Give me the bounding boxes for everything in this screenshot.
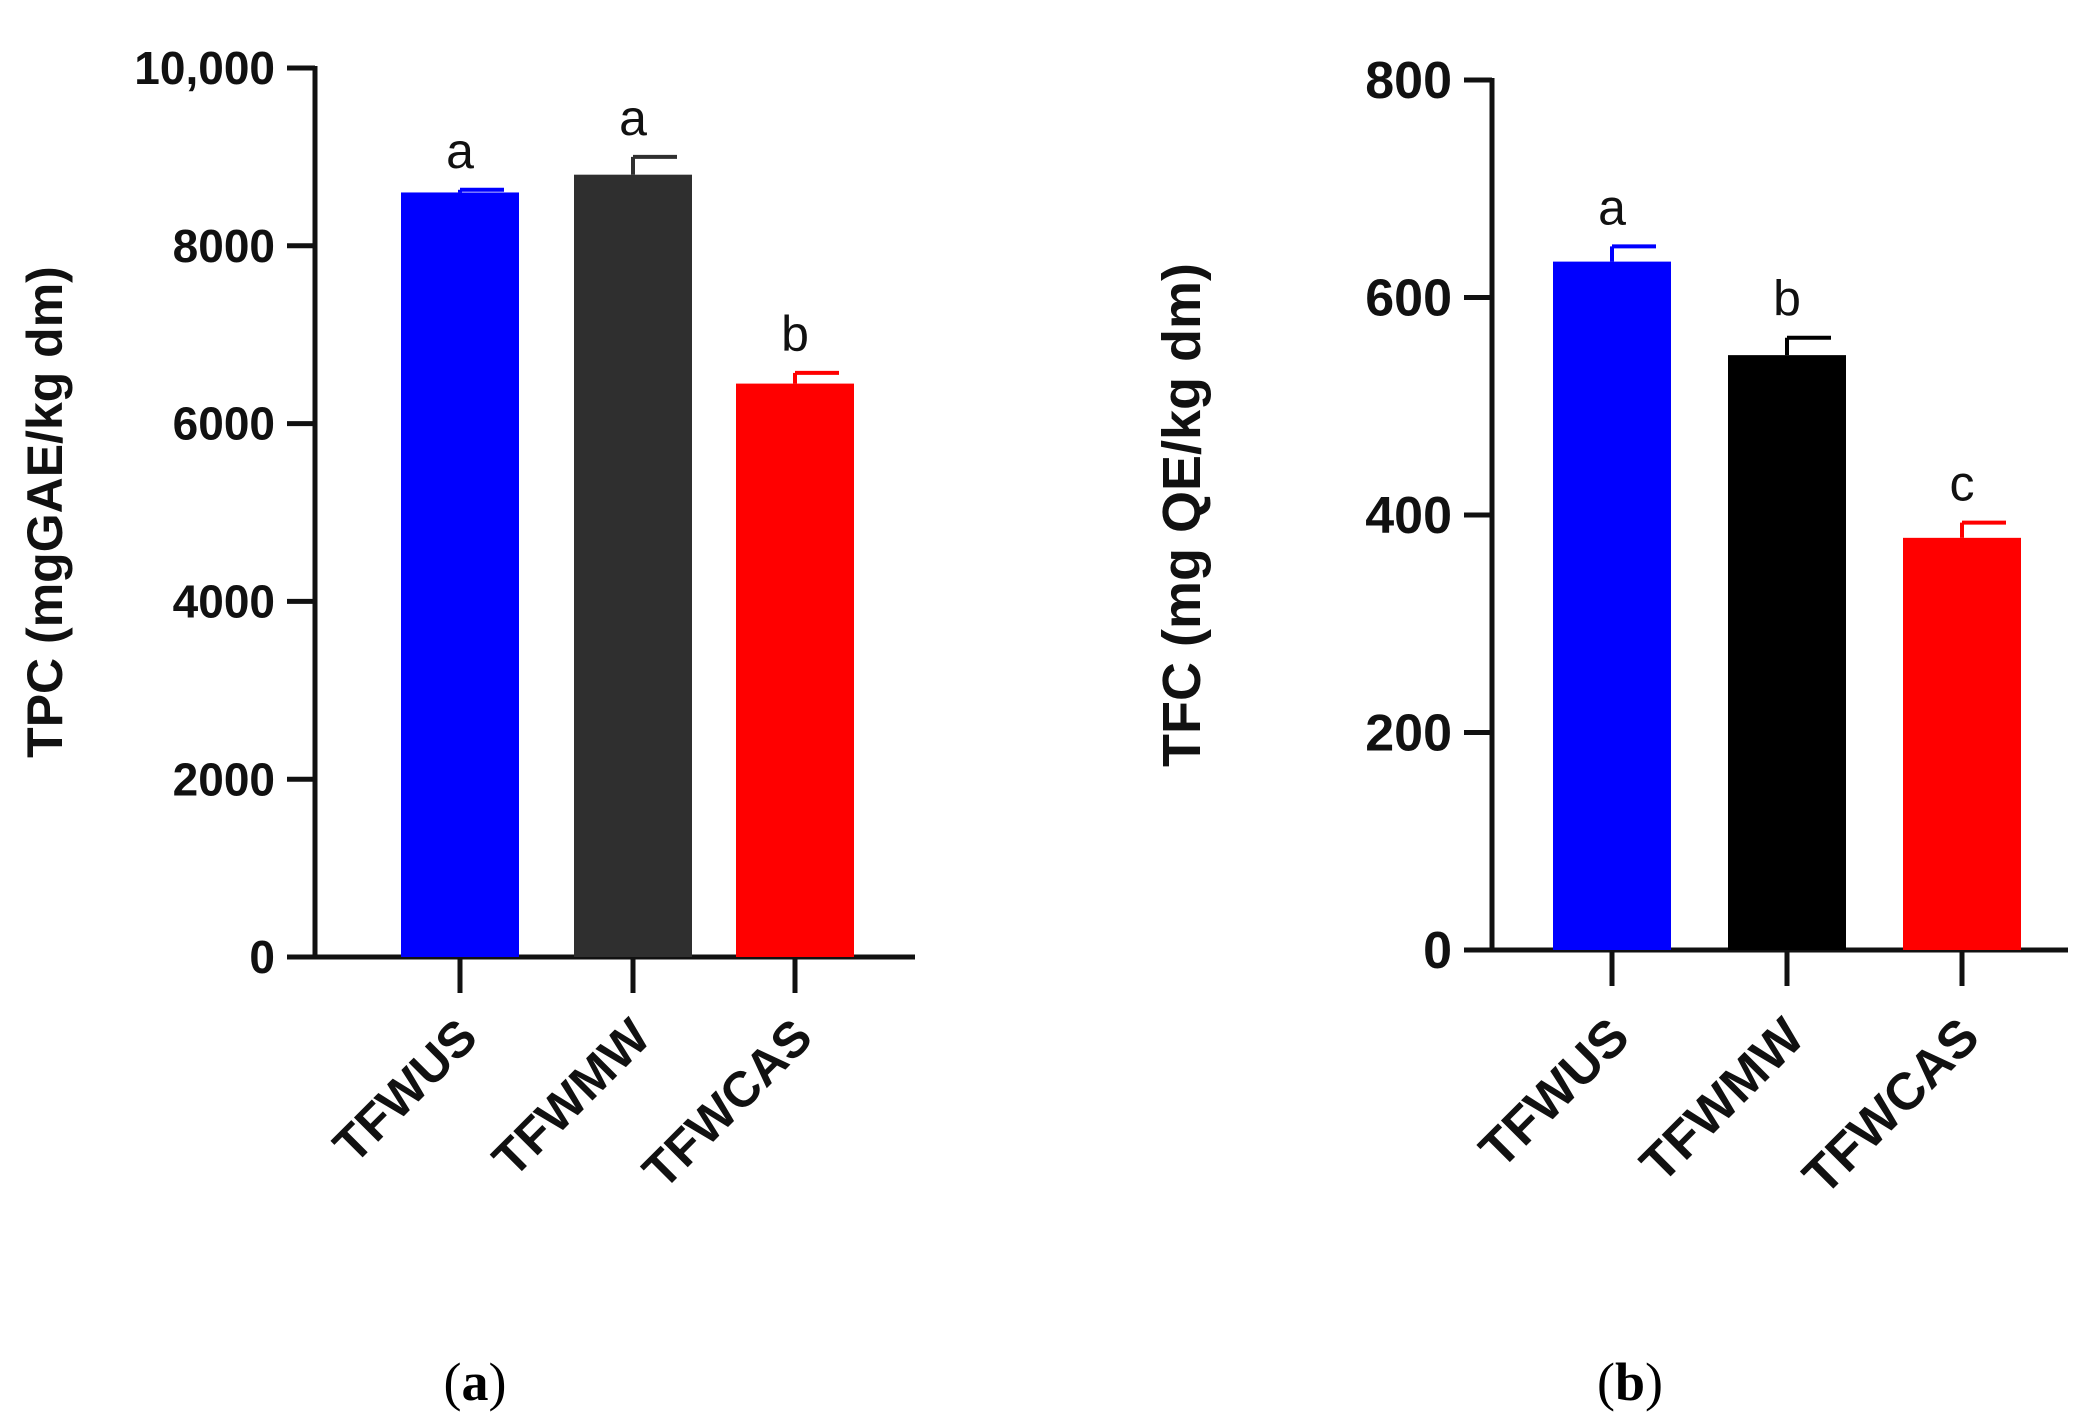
x-category-label: TFWUS — [1469, 1007, 1641, 1179]
y-tick-label: 4000 — [173, 576, 275, 628]
panel-caption-letter: b — [1615, 1352, 1645, 1412]
y-tick-label: 200 — [1365, 705, 1452, 763]
significance-label: a — [619, 90, 647, 146]
significance-label: a — [446, 123, 474, 179]
bar-tfwus — [401, 192, 519, 957]
y-tick-label: 600 — [1365, 270, 1452, 328]
significance-label: b — [781, 306, 809, 362]
panel-caption-close: ) — [1645, 1352, 1663, 1412]
y-tick-label: 400 — [1365, 487, 1452, 545]
x-category-label: TFWUS — [323, 1008, 488, 1173]
y-tick-label: 2000 — [173, 753, 275, 805]
y-tick-label: 10,000 — [134, 42, 275, 94]
panel-caption-letter: a — [462, 1352, 489, 1412]
panel-caption-open: ( — [444, 1352, 462, 1412]
bar-tfwus — [1553, 261, 1671, 950]
panel-caption: (a) — [444, 1352, 507, 1412]
bar-tfwmw — [574, 174, 692, 957]
chart-panel-b: 0 200 400 600 800 TFC (mg QE/kg dm) a TFWUS b TFW… — [1152, 52, 2068, 1412]
panel-caption-open: ( — [1597, 1352, 1615, 1412]
y-tick-label: 0 — [1423, 922, 1452, 980]
bar-tfwcas — [736, 383, 854, 958]
x-category-label: TFWCAS — [632, 1008, 823, 1199]
y-tick-label: 8000 — [173, 220, 275, 272]
y-tick-label: 800 — [1365, 52, 1452, 110]
y-tick-label: 0 — [249, 931, 275, 983]
significance-label: b — [1773, 271, 1801, 327]
y-axis-title: TPC (mgGAE/kg dm) — [17, 266, 73, 758]
x-category-label: TFWMW — [1630, 1007, 1817, 1194]
x-category-label: TFWCAS — [1792, 1007, 1990, 1205]
panel-caption-close: ) — [489, 1352, 507, 1412]
significance-label: c — [1950, 456, 1975, 512]
bar-tfwcas — [1903, 537, 2021, 950]
chart-panel-a: 0 2000 4000 6000 8000 10,000 TPC (mgGAE/kg dm)… — [17, 42, 915, 1412]
significance-label: a — [1598, 179, 1626, 235]
panel-caption: (b) — [1597, 1352, 1663, 1412]
y-tick-label: 6000 — [173, 398, 275, 450]
bar-tfwmw — [1728, 355, 1846, 950]
y-axis-title: TFC (mg QE/kg dm) — [1152, 263, 1212, 767]
